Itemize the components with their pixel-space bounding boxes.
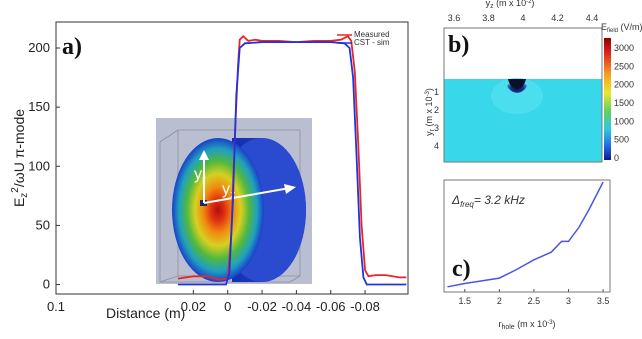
panel-label-a: a) — [62, 34, 82, 60]
panel-c-x-tick-label: 3.5 — [597, 296, 610, 306]
panel-c-x-tick-label: 1.5 — [458, 296, 471, 306]
panel-b-colorbar — [604, 38, 611, 160]
panel-b-x-tick-label: 4.4 — [586, 13, 599, 23]
colorbar-tick-label: 1500 — [614, 98, 634, 108]
panel-c-x-tick-label: 3 — [566, 296, 571, 306]
x-tick-label: 0.02 — [181, 299, 206, 314]
colorbar-tick-label: 1000 — [614, 116, 634, 126]
inset-box-edges — [159, 129, 301, 283]
panel-b-x-tick-label: 4.2 — [551, 13, 564, 23]
series-line-1 — [177, 41, 407, 286]
panel-a-axes: 0.02 0 -0.02 -0.04 -0.06 -0.08 0.1 0 50 100 150 200 — [28, 40, 380, 314]
panel-a: yr yz 0.02 0 -0.02 -0.04 -0.06 -0.080.1050100… — [10, 21, 409, 321]
panel-b-colorbar-ticks: 3000 2500 2000 1500 1000 500 0 — [614, 43, 634, 163]
panel-c-series — [447, 181, 604, 288]
panel-b-top-axis-label: yz (m x 10-2) — [486, 0, 535, 10]
legend-label-cst: CST - sim — [354, 38, 390, 47]
panel-b-field-glow — [491, 78, 543, 114]
colorbar-tick-label: 2000 — [614, 80, 634, 90]
y-tick-label: 50 — [36, 217, 50, 232]
panel-a-legend: Measured CST - sim — [337, 30, 390, 47]
inset-label-r: yr — [194, 166, 206, 186]
panel-a-xlabel: Distance (m) — [106, 305, 185, 321]
colorbar-tick-label: 500 — [614, 135, 629, 145]
inset-arrow-z — [203, 187, 291, 204]
x-tick-label: 0 — [224, 299, 231, 314]
x-tick-label: 0.1 — [47, 299, 65, 314]
x-tick-label: -0.06 — [316, 299, 346, 314]
inset-arrowhead-r — [199, 150, 209, 160]
x-tick-label: -0.04 — [282, 299, 312, 314]
legend-label-measured: Measured — [354, 30, 390, 39]
panel-b-y-tick-label: 3 — [434, 123, 439, 133]
panel-b-y-tick-label: 2 — [434, 105, 439, 115]
panel-c-x-tick-label: 2.5 — [528, 296, 541, 306]
colorbar-tick-label: 2500 — [614, 61, 634, 71]
panel-b-x-tick-label: 3.6 — [448, 13, 461, 23]
panel-b-x-tick-label: 4 — [520, 13, 525, 23]
panel-c-frame — [443, 179, 611, 293]
panel-c-series-line-0 — [447, 181, 604, 288]
panel-b-colorbar-label: Efield (V/m) — [601, 22, 642, 34]
panel-b-yticks: 1 2 3 4 — [434, 87, 439, 151]
panel-b-y-tick-label: 1 — [434, 87, 439, 97]
colorbar-tick-label: 3000 — [614, 43, 634, 53]
panel-c: 1.5 2 2.5 3 3.5 Δfreq= 3.2 kHz rhole (m x 10… — [443, 179, 611, 331]
panel-a-frame — [55, 21, 409, 295]
panel-b-ylabel: yr (m x 10-3) — [424, 88, 436, 136]
y-tick-label: 150 — [28, 99, 50, 114]
colorbar-tick-label: 0 — [614, 153, 619, 163]
y-tick-label: 0 — [43, 277, 50, 292]
panel-a-series — [177, 34, 407, 286]
x-tick-label: -0.02 — [247, 299, 277, 314]
panel-a-ylabel: Ez2/ωU π-mode — [10, 109, 30, 207]
inset-arrowhead-z — [284, 184, 296, 194]
panel-c-xticks: 1.5 2 2.5 3 3.5 — [458, 289, 609, 306]
y-tick-label: 100 — [28, 158, 50, 173]
panel-c-x-tick-label: 2 — [497, 296, 502, 306]
panel-b-y-tick-label: 4 — [434, 141, 439, 151]
panel-c-annotation: Δfreq= 3.2 kHz — [451, 193, 525, 209]
panel-label-c: c) — [452, 256, 471, 282]
panel-b-hole-core — [508, 79, 526, 89]
panel-b: yz (m x 10-2) 3.6 3.8 4 4.2 4.4 1 2 3 4 yr (m x… — [424, 0, 642, 163]
panel-b-x-tick-label: 3.8 — [482, 13, 495, 23]
y-tick-label: 200 — [28, 40, 50, 55]
panel-label-b: b) — [448, 32, 469, 58]
inset-cylinder-face — [172, 138, 264, 282]
panel-c-xlabel: rhole (m x 10-3) — [498, 319, 555, 331]
x-tick-label: -0.08 — [350, 299, 380, 314]
